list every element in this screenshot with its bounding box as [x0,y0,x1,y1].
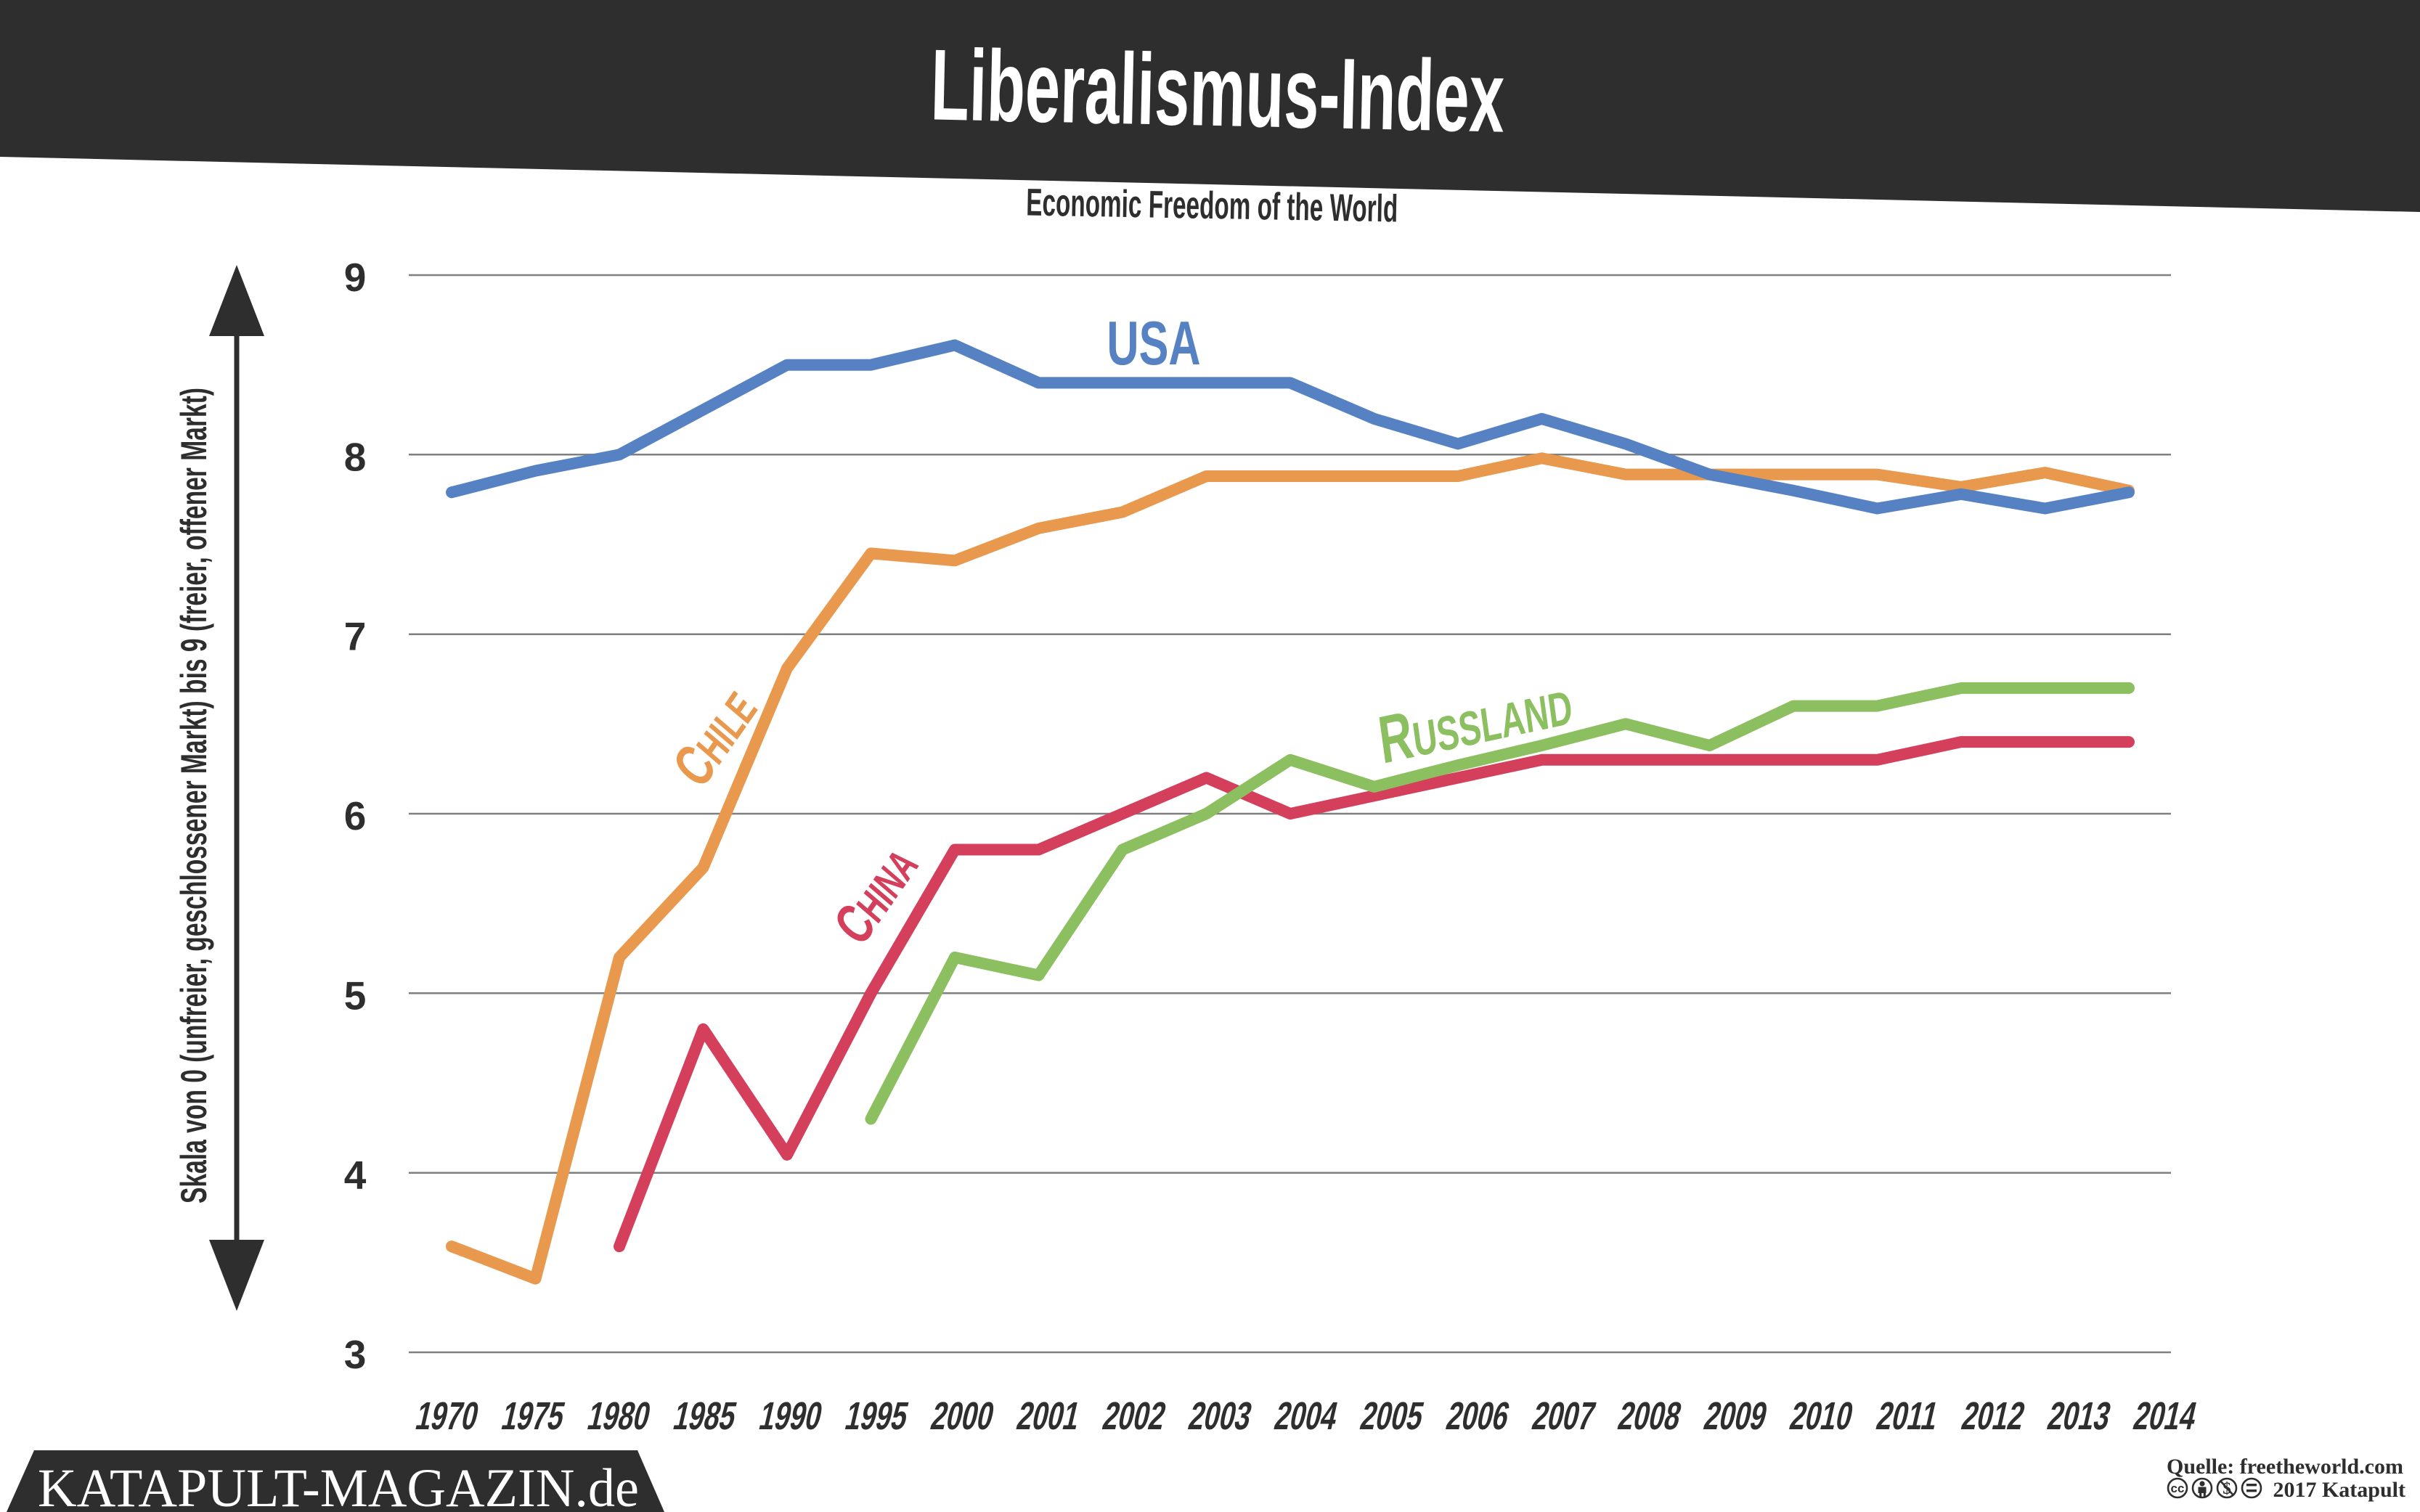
svg-text:Quelle: freetheworld.com: Quelle: freetheworld.com [2167,1455,2403,1479]
svg-text:Economic Freedom of the World: Economic Freedom of the World [1026,181,1398,231]
svg-text:2002: 2002 [1099,1394,1170,1438]
svg-text:8: 8 [344,434,367,479]
svg-text:2010: 2010 [1786,1394,1857,1438]
svg-text:5: 5 [344,973,367,1018]
svg-text:2000: 2000 [927,1394,998,1438]
svg-text:2012: 2012 [1957,1394,2029,1438]
svg-text:1985: 1985 [669,1394,741,1438]
svg-text:2017 Katapult: 2017 Katapult [2273,1478,2405,1502]
svg-text:3: 3 [344,1332,367,1377]
svg-text:2004: 2004 [1271,1394,1342,1438]
svg-text:9: 9 [344,255,367,300]
svg-text:2005: 2005 [1356,1394,1427,1438]
svg-text:Liberalismus-Index: Liberalismus-Index [929,28,1505,153]
svg-text:KATAPULT-MAGAZIN.de: KATAPULT-MAGAZIN.de [38,1458,639,1512]
svg-text:2007: 2007 [1528,1394,1600,1438]
svg-text:2013: 2013 [2044,1394,2115,1438]
svg-text:2014: 2014 [2130,1394,2201,1438]
svg-text:Skala von 0 (unfreier, geschlo: Skala von 0 (unfreier, geschlossener Mar… [174,388,214,1204]
svg-text:7: 7 [344,614,367,659]
svg-text:cc: cc [2171,1482,2185,1495]
svg-text:1995: 1995 [842,1394,913,1438]
svg-text:2011: 2011 [1873,1394,1942,1438]
svg-text:1975: 1975 [497,1394,569,1438]
svg-text:2006: 2006 [1443,1394,1514,1438]
svg-text:2008: 2008 [1614,1394,1685,1438]
svg-text:1970: 1970 [412,1394,483,1438]
svg-text:4: 4 [344,1153,367,1198]
svg-text:USA: USA [1107,308,1200,377]
svg-text:1980: 1980 [584,1394,655,1438]
svg-text:2003: 2003 [1185,1394,1256,1438]
svg-text:6: 6 [344,793,367,838]
svg-text:2001: 2001 [1013,1394,1084,1438]
svg-text:1990: 1990 [755,1394,826,1438]
svg-text:2009: 2009 [1700,1394,1772,1438]
